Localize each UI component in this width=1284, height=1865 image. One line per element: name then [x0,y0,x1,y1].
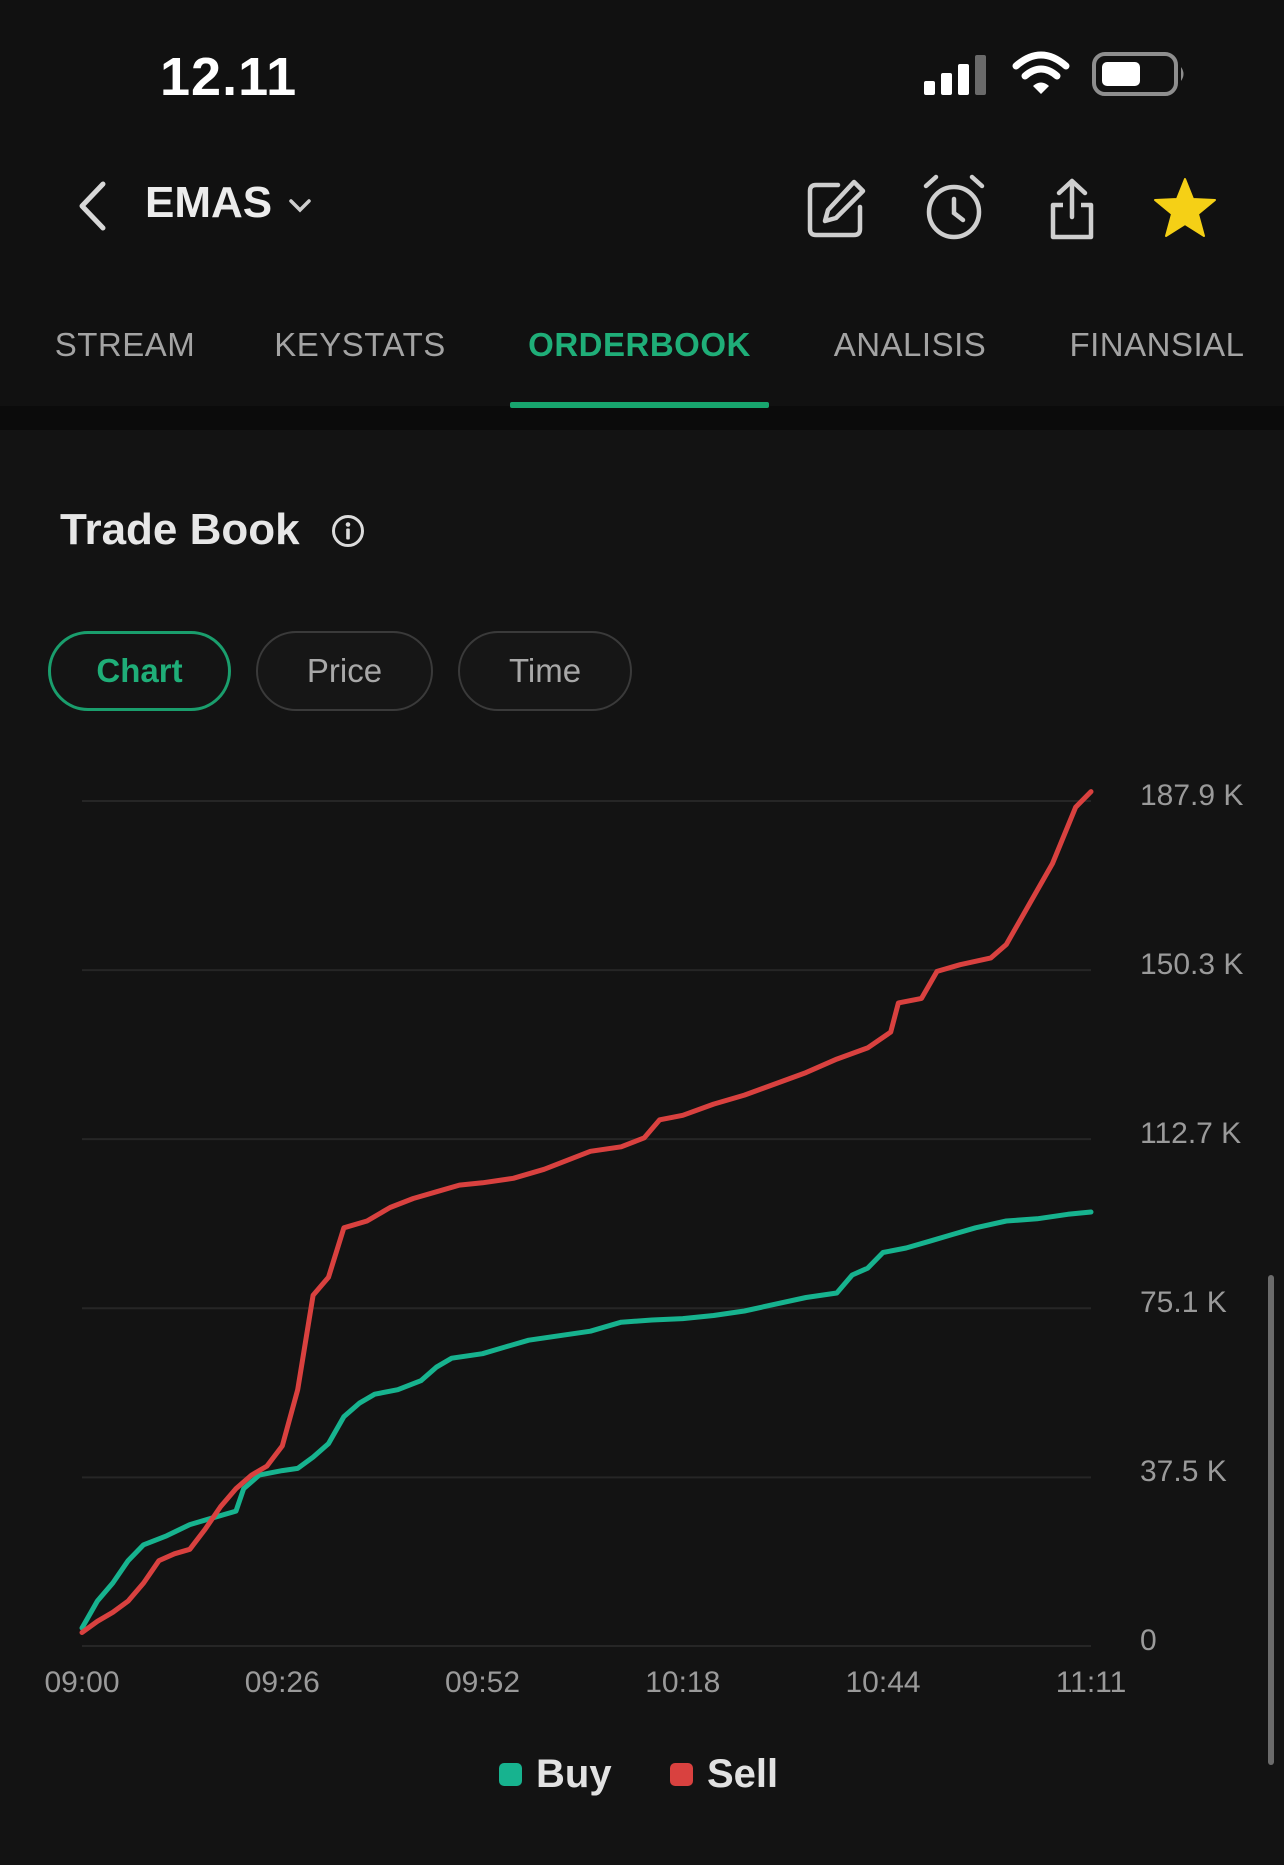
x-tick-label: 10:44 [845,1666,921,1699]
y-tick-label: 75.1 K [1140,1286,1227,1320]
star-icon[interactable] [1152,176,1218,240]
filter-price-button[interactable]: Price [256,631,433,711]
legend-sell[interactable]: Sell [670,1752,778,1797]
filter-time-button[interactable]: Time [458,631,632,711]
status-time: 12.11 [160,47,298,107]
x-tick-label: 09:52 [444,1666,521,1699]
trade-book-chart [79,789,1094,1647]
legend-buy[interactable]: Buy [499,1752,612,1797]
share-icon[interactable] [1045,176,1099,242]
y-tick-label: 187.9 K [1140,779,1244,812]
back-chevron-icon[interactable] [72,180,112,232]
sell-swatch [670,1763,693,1786]
y-tick-label: 37.5 K [1140,1455,1227,1489]
x-tick-label: 09:26 [244,1666,320,1699]
x-tick-label: 11:11 [1055,1666,1127,1699]
scrollbar[interactable] [1268,1275,1274,1765]
legend-sell-label: Sell [707,1752,779,1796]
active-tab-indicator [510,402,769,408]
battery-icon [1092,51,1188,102]
tab-stream[interactable]: STREAM [54,326,196,363]
alarm-icon[interactable] [920,172,988,244]
tab-finansial[interactable]: FINANSIAL [1069,326,1245,363]
cellular-signal-icon [924,55,990,100]
legend-buy-label: Buy [536,1752,612,1796]
buy-swatch [499,1763,522,1786]
dropdown-chevron-icon[interactable] [286,196,314,216]
tab-keystats[interactable]: KEYSTATS [274,326,446,363]
filter-chart-button[interactable]: Chart [48,631,231,711]
buy-series-line [79,1209,1094,1631]
tab-orderbook[interactable]: ORDERBOOK [528,326,751,363]
stock-code[interactable]: EMAS [145,178,273,227]
y-tick-label: 150.3 K [1140,948,1244,982]
info-icon[interactable] [330,513,366,549]
sell-series-line [79,789,1094,1635]
x-tick-label: 09:00 [44,1666,120,1699]
wifi-icon [1012,50,1070,101]
y-tick-label: 0 [1140,1624,1157,1657]
tab-analisis[interactable]: ANALISIS [833,326,987,363]
y-tick-label: 112.7 K [1140,1117,1242,1151]
x-tick-label: 10:18 [645,1666,721,1699]
section-title: Trade Book [60,505,300,554]
edit-icon[interactable] [803,176,869,242]
section-divider [0,406,1284,430]
